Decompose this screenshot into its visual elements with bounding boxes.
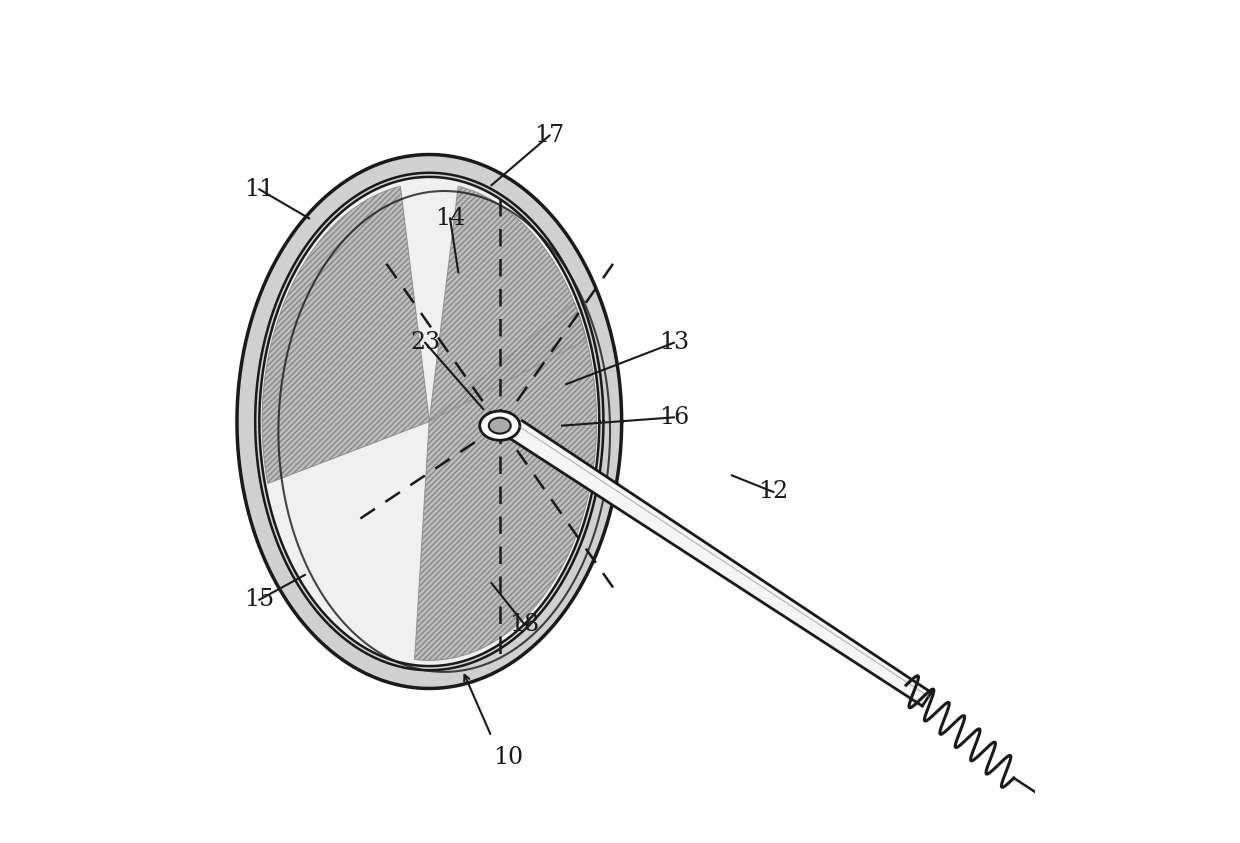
Text: 17: 17	[534, 124, 564, 147]
Text: 23: 23	[410, 331, 440, 354]
Polygon shape	[511, 421, 931, 706]
Polygon shape	[262, 186, 429, 483]
Ellipse shape	[489, 417, 511, 433]
Text: 18: 18	[510, 613, 539, 636]
Polygon shape	[414, 302, 596, 660]
Text: 15: 15	[244, 588, 274, 611]
Text: 11: 11	[244, 178, 274, 201]
Text: 14: 14	[435, 207, 465, 230]
Polygon shape	[237, 154, 621, 689]
Text: 13: 13	[658, 331, 689, 354]
Text: 10: 10	[494, 746, 523, 769]
Ellipse shape	[480, 411, 520, 440]
Polygon shape	[255, 173, 604, 670]
Text: 16: 16	[658, 405, 689, 429]
Polygon shape	[429, 186, 587, 422]
Text: 12: 12	[759, 481, 789, 503]
